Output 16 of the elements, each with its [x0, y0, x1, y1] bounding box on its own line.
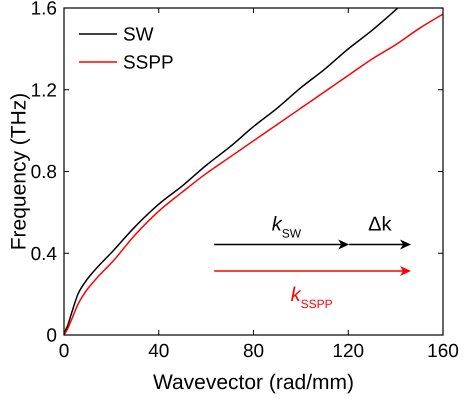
x-tick-label: 80 — [242, 341, 264, 362]
y-tick-label: 0 — [46, 326, 57, 347]
y-axis-title: Frequency (THz) — [7, 92, 30, 250]
y-tick-label: 1.2 — [30, 80, 57, 102]
y-tick-label: 1.6 — [30, 0, 57, 20]
legend-label: SSPP — [123, 52, 174, 74]
x-tick-label: 40 — [148, 341, 170, 362]
annotation: k$_{SSPP}$ — [290, 284, 333, 312]
y-tick-label: 0.8 — [30, 162, 57, 184]
x-tick-label: 120 — [332, 341, 364, 362]
x-axis-title: Wavevector (rad/mm) — [152, 371, 354, 394]
legend-label: SW — [123, 24, 154, 46]
annotation: k$_{SW}$ — [272, 213, 302, 240]
annotation: Δk — [368, 213, 392, 236]
y-tick-label: 0.4 — [30, 244, 58, 265]
x-tick-label: 160 — [427, 341, 459, 362]
